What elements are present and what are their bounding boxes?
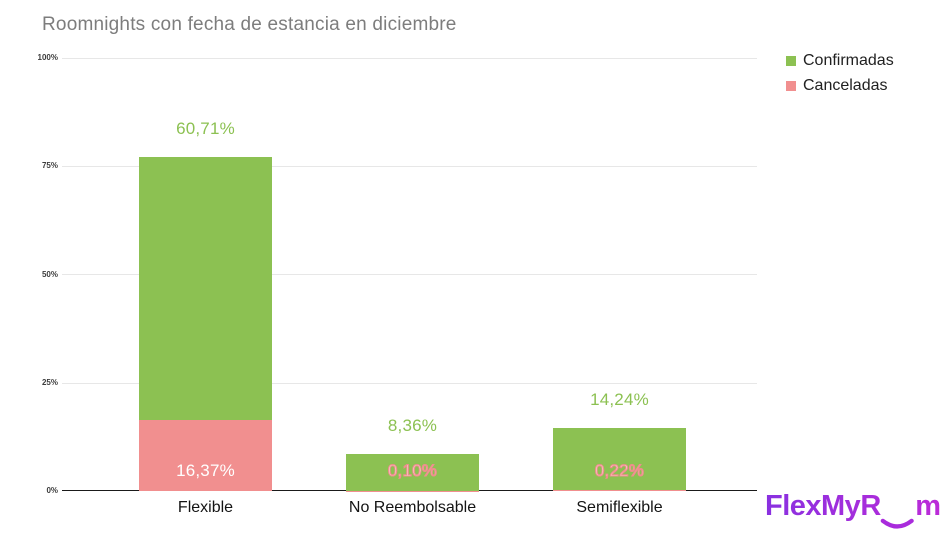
y-axis-tick: 75% bbox=[41, 161, 58, 171]
bar-segment-confirmadas bbox=[139, 157, 272, 421]
y-axis-tick: 100% bbox=[37, 53, 58, 62]
gridline-75 bbox=[62, 166, 757, 167]
y-axis-tick: 25% bbox=[41, 377, 58, 387]
flexmyroom-logo: FlexMyRoo m bbox=[765, 489, 940, 529]
legend-swatch-canceladas bbox=[786, 81, 796, 91]
value-label-canceladas: 0,10% bbox=[387, 461, 438, 480]
x-axis-label-flexible: Flexible bbox=[177, 499, 234, 516]
bar-segment-canceladas bbox=[139, 420, 272, 491]
y-axis-tick: 50% bbox=[41, 269, 58, 279]
logo-smile-icon bbox=[880, 518, 914, 529]
chart-title: Roomnights con fecha de estancia en dici… bbox=[42, 14, 457, 35]
value-label-confirmadas: 8,36% bbox=[387, 416, 438, 436]
bar-segment-canceladas bbox=[553, 490, 686, 491]
value-label-confirmadas: 60,71% bbox=[176, 119, 235, 139]
bar-group-semiflexible: 14,24% 0,22% Semiflexible bbox=[553, 58, 686, 516]
value-label-canceladas: 0,22% bbox=[594, 461, 645, 480]
gridline-25 bbox=[62, 383, 757, 384]
x-axis-label-semiflexible: Semiflexible bbox=[576, 499, 663, 516]
bar-group-flexible: 60,71% 16,37% Flexible bbox=[139, 58, 272, 516]
bar-segment-confirmadas bbox=[346, 454, 479, 491]
logo-text-eyes: oo bbox=[880, 489, 916, 529]
legend: Confirmadas Canceladas bbox=[786, 53, 894, 94]
legend-item-confirmadas: Confirmadas bbox=[786, 53, 894, 69]
legend-label-confirmadas: Confirmadas bbox=[803, 52, 894, 69]
legend-item-canceladas: Canceladas bbox=[786, 78, 894, 94]
logo-eyes-letters: oo bbox=[880, 490, 916, 522]
legend-swatch-confirmadas bbox=[786, 56, 796, 66]
legend-label-canceladas: Canceladas bbox=[803, 77, 888, 94]
gridline-100 bbox=[62, 58, 757, 59]
value-label-canceladas: 16,37% bbox=[176, 461, 235, 480]
bar-segment-confirmadas bbox=[553, 428, 686, 491]
y-axis: 100% 75% 50% 25% 0% bbox=[0, 54, 58, 495]
logo-text-suffix: m bbox=[915, 490, 940, 522]
y-axis-tick: 0% bbox=[46, 486, 58, 495]
gridline-50 bbox=[62, 274, 757, 275]
logo-text-prefix: FlexMyR bbox=[765, 490, 881, 522]
value-label-confirmadas: 14,24% bbox=[590, 390, 649, 410]
x-axis-label-no-reembolsable: No Reembolsable bbox=[348, 499, 477, 516]
plot-area: 60,71% 16,37% Flexible 8,36% 0,10% No Reembol… bbox=[62, 58, 757, 516]
bar-group-no-reembolsable: 8,36% 0,10% No Reembolsable bbox=[346, 58, 479, 516]
